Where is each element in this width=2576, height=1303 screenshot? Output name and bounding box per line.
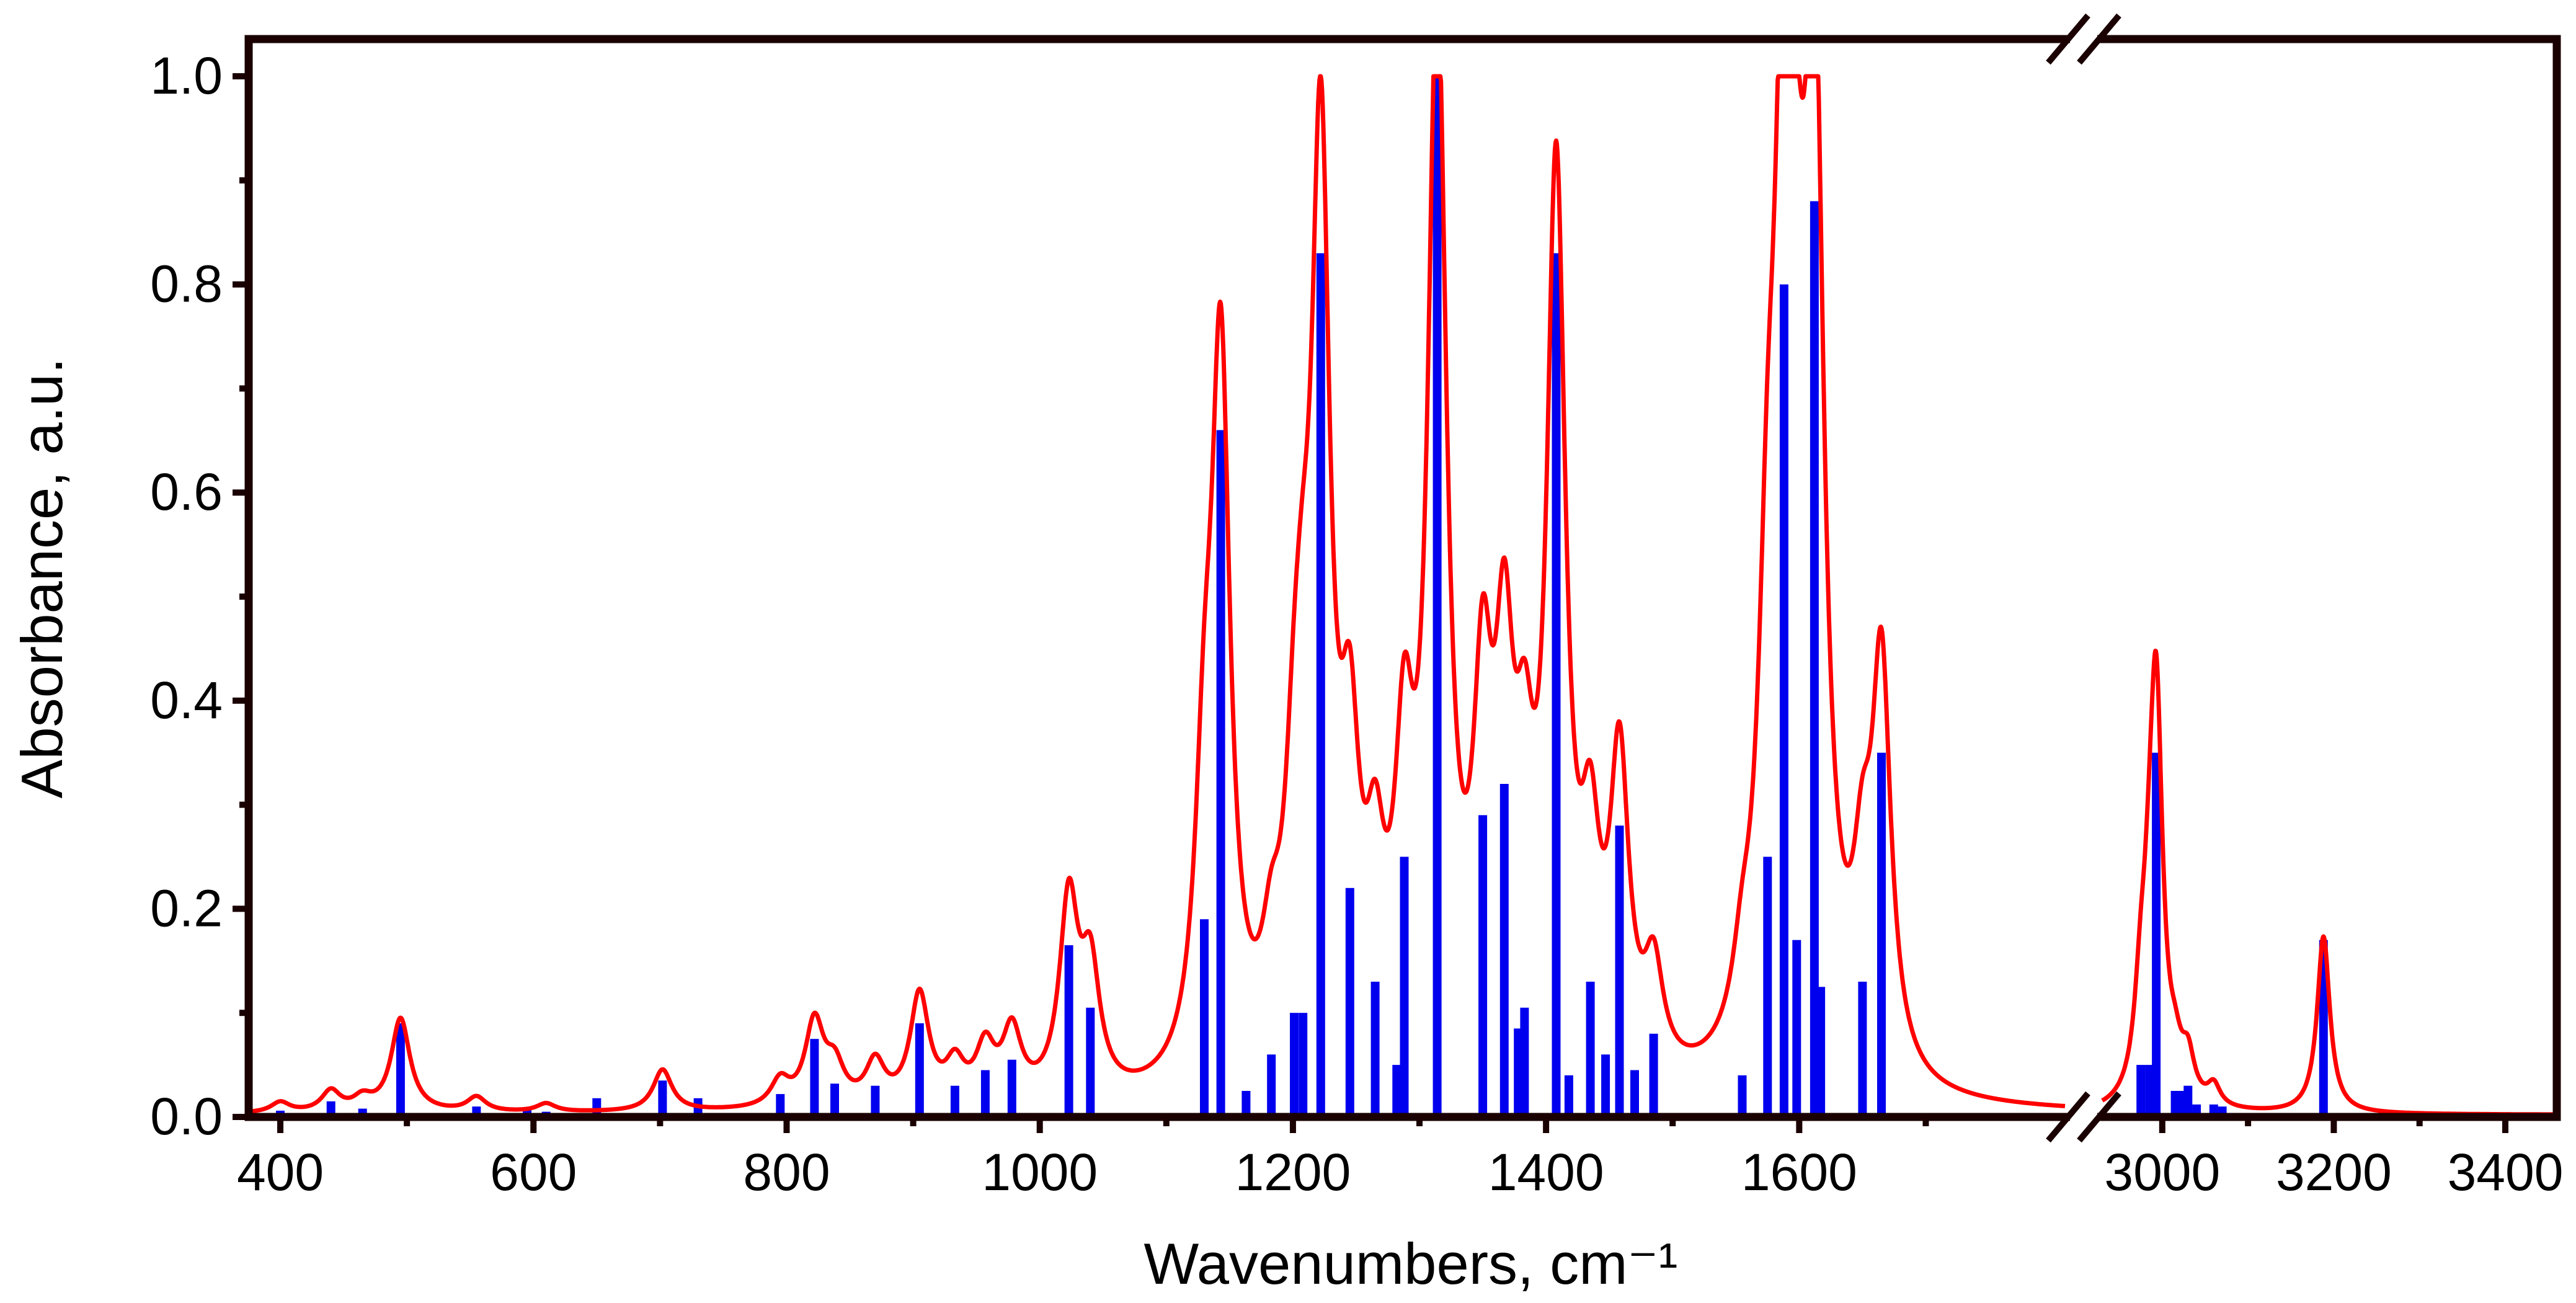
plot-layer — [247, 74, 2559, 1118]
y-axis-title: Absorbance, a.u. — [9, 358, 74, 799]
stick-bar — [1630, 1070, 1639, 1117]
x-tick-label: 3000 — [2104, 1143, 2220, 1201]
stick-bar — [1299, 1013, 1308, 1117]
x-tick-label: 1400 — [1488, 1143, 1604, 1201]
stick-bar — [1392, 1065, 1401, 1117]
axis-break-gap — [2070, 33, 2097, 45]
stick-bar — [1478, 815, 1488, 1117]
axis-break-slash — [2077, 13, 2121, 65]
y-tick-label: 0.2 — [150, 879, 223, 937]
stick-bar — [2183, 1085, 2193, 1117]
stick-bar — [1086, 1007, 1095, 1117]
stick-bar — [1615, 825, 1624, 1117]
stick-bar — [2152, 752, 2161, 1117]
stick-bar — [1649, 1033, 1658, 1117]
x-tick-label: 3200 — [2276, 1143, 2392, 1201]
axis-break-marks — [2046, 13, 2121, 1143]
stick-bar — [1877, 752, 1886, 1117]
x-tick-label: 3400 — [2448, 1143, 2564, 1201]
stick-bar — [1738, 1075, 1747, 1117]
stick-bar — [1601, 1054, 1610, 1117]
stick-bar — [1564, 1075, 1573, 1117]
stick-bar — [950, 1085, 959, 1117]
y-tick-label: 1.0 — [150, 47, 223, 105]
stick-bar — [1267, 1054, 1276, 1117]
stick-bar — [1345, 887, 1354, 1117]
stick-bar — [1007, 1059, 1016, 1117]
stick-bar — [1810, 201, 1819, 1117]
stick-bar — [1400, 856, 1409, 1117]
axis-break-gap — [2070, 1111, 2097, 1123]
stick-bar — [1316, 253, 1325, 1117]
stick-bar — [1763, 856, 1772, 1117]
x-tick-label: 1200 — [1235, 1143, 1351, 1201]
stick-bar — [658, 1080, 667, 1117]
x-tick-label: 600 — [490, 1143, 577, 1201]
stick-bar — [1432, 76, 1442, 1117]
stick-bar — [2319, 940, 2328, 1117]
ticks-layer: 0.0 0.2 0.4 0.6 0.8 1.0 400 600 800 1000 1200 1400 1… — [150, 47, 2563, 1201]
stick-bar — [2136, 1065, 2146, 1117]
stick-bar — [1216, 430, 1225, 1117]
stick-bar — [810, 1039, 819, 1117]
plot-frame — [244, 35, 2561, 1121]
stick-bar — [915, 1023, 924, 1117]
stick-bar — [776, 1094, 785, 1117]
stick-bar — [2145, 1065, 2154, 1117]
stick-bar — [830, 1083, 839, 1117]
stick-bar — [980, 1070, 990, 1117]
stick-bar — [871, 1085, 880, 1117]
stick-bar — [1200, 919, 1209, 1117]
y-tick-label: 0.8 — [150, 255, 223, 313]
x-tick-label: 800 — [743, 1143, 830, 1201]
stick-bar — [1499, 784, 1509, 1117]
stick-bar — [1520, 1007, 1529, 1117]
axis-break-slash — [2046, 13, 2090, 65]
stick-bar — [396, 1023, 405, 1117]
stick-bar — [1586, 981, 1595, 1117]
y-tick-label: 0.4 — [150, 671, 223, 729]
x-tick-label: 1000 — [982, 1143, 1098, 1201]
x-tick-label: 1600 — [1741, 1143, 1857, 1201]
stick-bar — [1816, 987, 1826, 1118]
stick-bar — [1792, 940, 1801, 1117]
y-tick-label: 0.6 — [150, 463, 223, 521]
axis-break-slash — [2046, 1091, 2090, 1143]
stick-bar — [1241, 1091, 1251, 1117]
stick-bar — [1779, 284, 1788, 1118]
absorbance-envelope — [247, 74, 2067, 1114]
stick-bar — [1370, 981, 1380, 1117]
stick-bar — [1290, 1013, 1299, 1117]
x-axis-title: Wavenumbers, cm⁻¹ — [1144, 1231, 1678, 1296]
absorbance-envelope — [2100, 648, 2559, 1117]
x-tick-label: 400 — [237, 1143, 324, 1201]
stick-bar — [2177, 1091, 2186, 1117]
stick-bar — [1552, 253, 1561, 1117]
axis-break-slash — [2077, 1091, 2121, 1143]
stick-bar — [1064, 945, 1073, 1117]
y-tick-label: 0.0 — [150, 1087, 223, 1145]
stick-bar — [1858, 981, 1867, 1117]
